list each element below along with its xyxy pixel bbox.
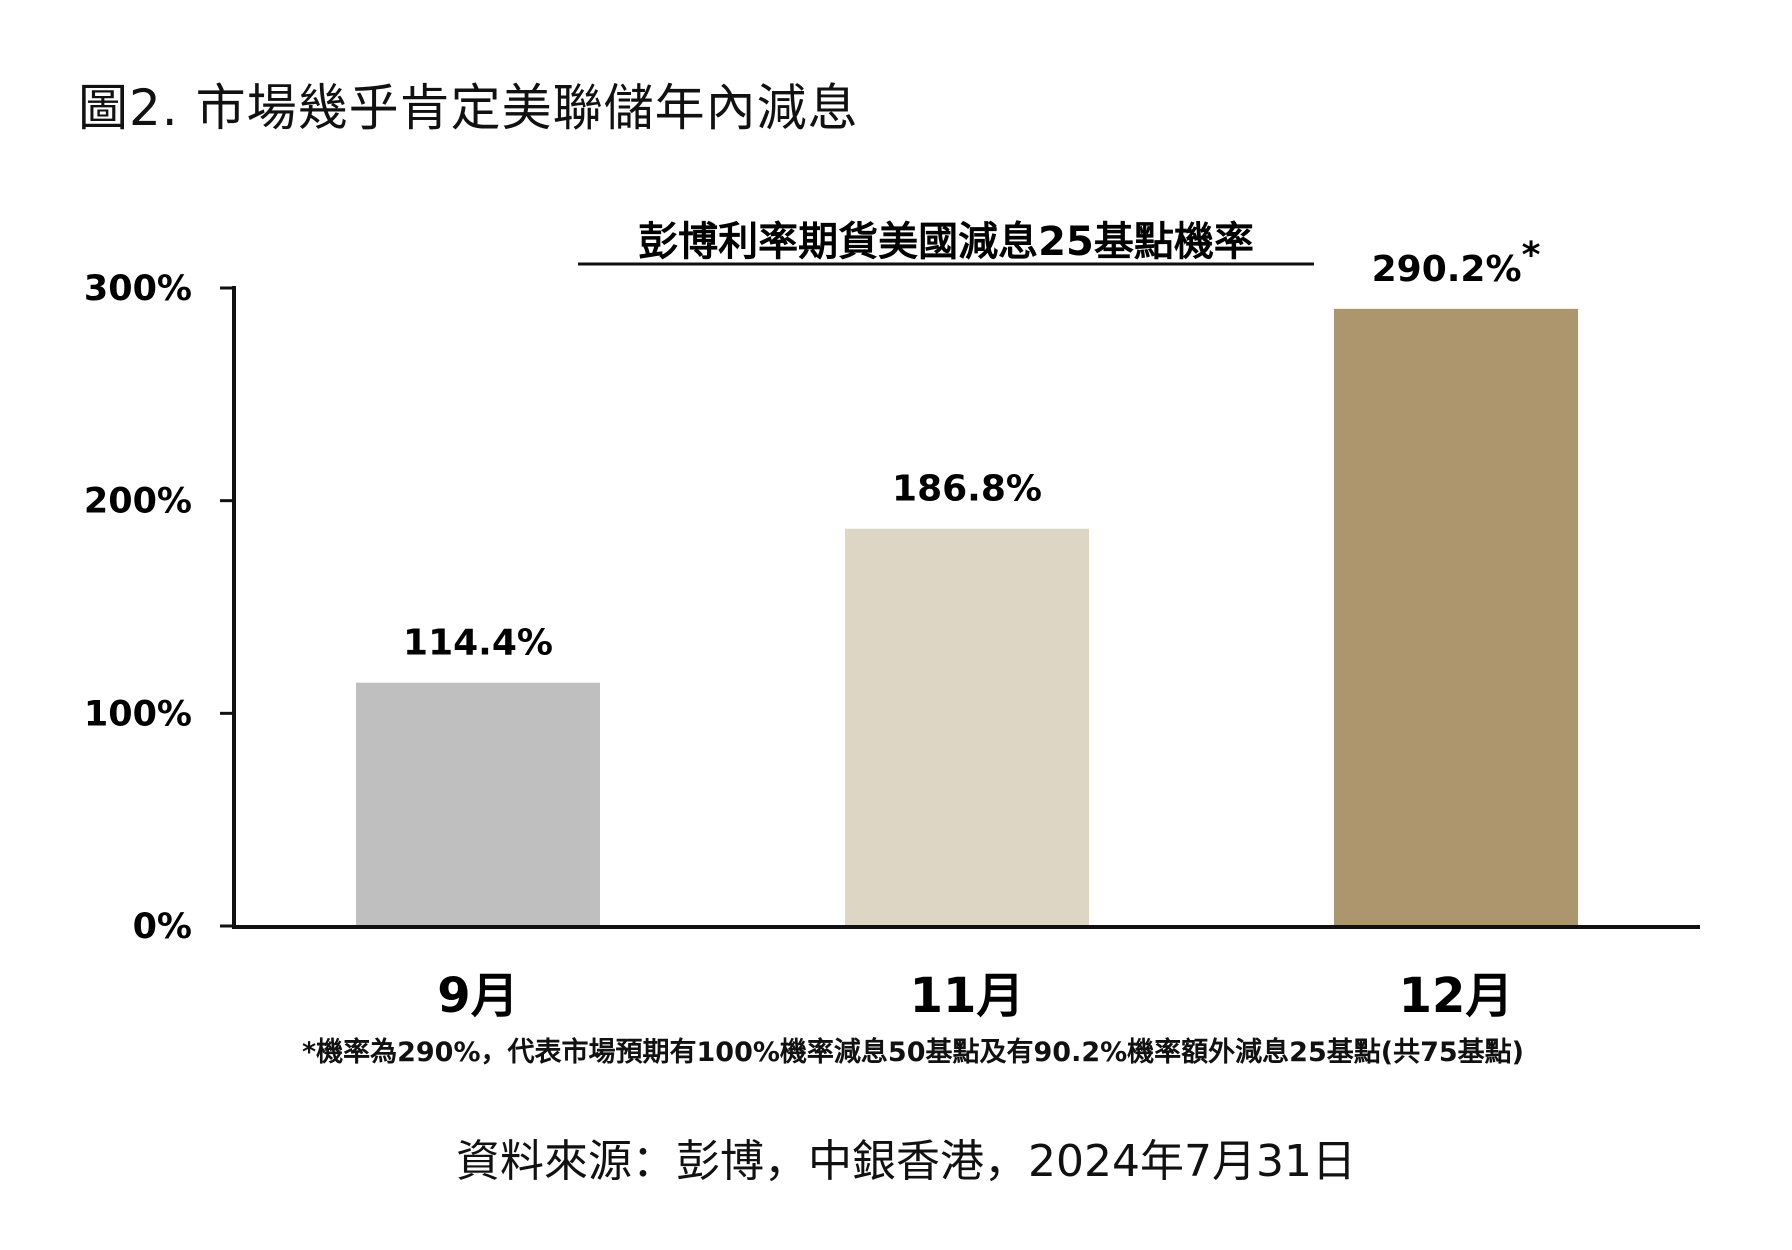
chart-footnote: *機率為290%，代表市場預期有100%機率減息50基點及有90.2%機率額外減…	[301, 1037, 1524, 1068]
chart-title: 彭博利率期貨美國減息25基點機率	[638, 219, 1254, 265]
data-label-3: 290.2%*	[1372, 235, 1541, 290]
y-tick-label-4: 300%	[84, 269, 192, 309]
data-label-2: 186.8%	[892, 469, 1042, 510]
x-tick-label-1: 9月	[437, 968, 518, 1024]
bar-3	[1334, 308, 1578, 927]
y-tick-label-3: 200%	[84, 482, 192, 522]
bar-chart: 彭博利率期貨美國減息25基點機率 114.4% 9月 186.8% 11月 290.2%…	[84, 219, 1700, 1024]
figure-title: 圖2. 市場幾乎肯定美聯儲年內減息	[78, 79, 859, 137]
y-tick-label-1: 0%	[133, 907, 192, 947]
data-label-marker-3: *	[1522, 235, 1541, 276]
source-note: 資料來源：彭博，中銀香港，2024年7月31日	[456, 1136, 1356, 1187]
y-tick-label-2: 100%	[84, 694, 192, 734]
x-tick-label-3: 12月	[1399, 968, 1514, 1024]
data-label-1: 114.4%	[403, 623, 553, 664]
bar-1	[356, 682, 600, 926]
bar-2	[845, 528, 1089, 926]
x-tick-label-2: 11月	[910, 968, 1025, 1024]
